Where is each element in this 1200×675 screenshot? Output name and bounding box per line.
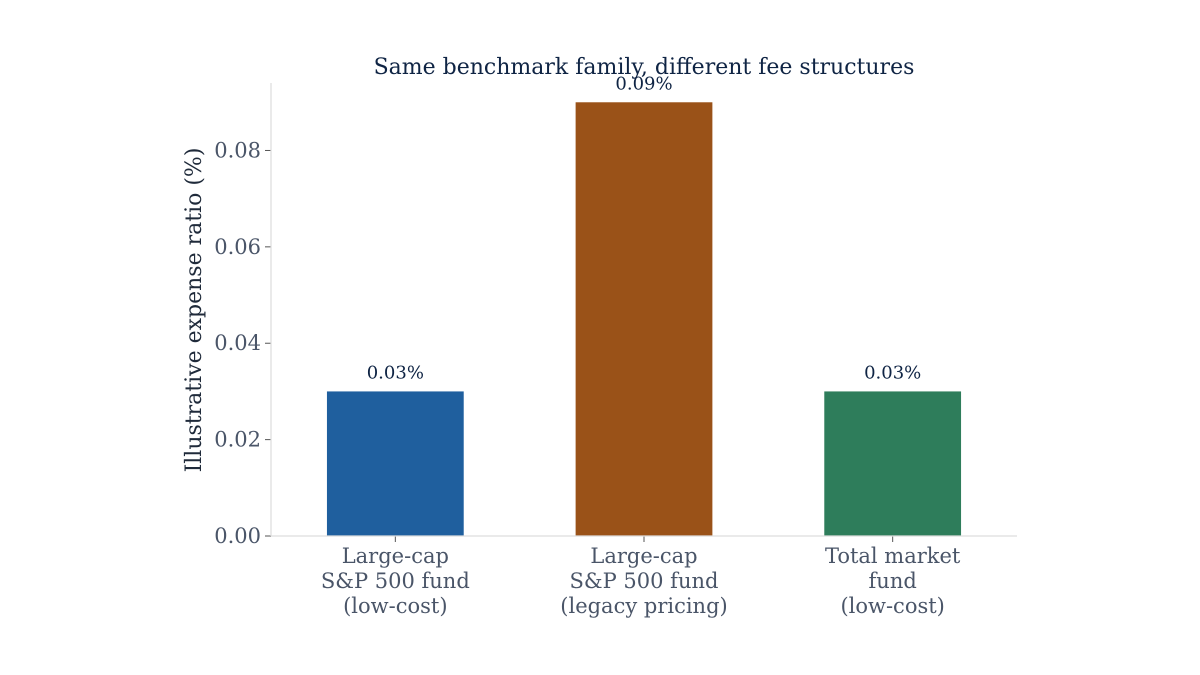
y-tick-label: 0.04	[214, 331, 261, 355]
y-tick-label: 0.06	[214, 235, 261, 259]
data-labels: 0.03% 0.09% 0.03%	[367, 73, 922, 383]
x-tick-label: fund	[869, 569, 917, 593]
bars	[326, 102, 962, 536]
bar-value-label: 0.09%	[615, 73, 672, 94]
chart-title: Same benchmark family, different fee str…	[374, 55, 915, 80]
y-tick-label: 0.08	[214, 138, 261, 162]
y-tick-label: 0.02	[214, 428, 261, 452]
x-tick-label: Large-cap	[342, 544, 449, 568]
x-tick-label: (low-cost)	[343, 594, 447, 618]
bar-value-label: 0.03%	[864, 362, 921, 383]
bar-value-label: 0.03%	[367, 362, 424, 383]
y-axis-ticks: 0.00 0.02 0.04 0.06 0.08	[214, 138, 271, 548]
bar	[326, 391, 464, 536]
x-tick-label: Total market	[825, 544, 961, 568]
y-tick-label: 0.00	[214, 524, 261, 548]
x-tick-label: (legacy pricing)	[560, 594, 727, 618]
x-tick-label: S&P 500 fund	[321, 569, 470, 593]
x-tick-label: Large-cap	[590, 544, 697, 568]
x-tick-label: (low-cost)	[840, 594, 944, 618]
x-tick-label: S&P 500 fund	[570, 569, 719, 593]
bar	[824, 391, 962, 536]
bar	[575, 102, 713, 536]
y-axis-label: Illustrative expense ratio (%)	[182, 148, 207, 473]
